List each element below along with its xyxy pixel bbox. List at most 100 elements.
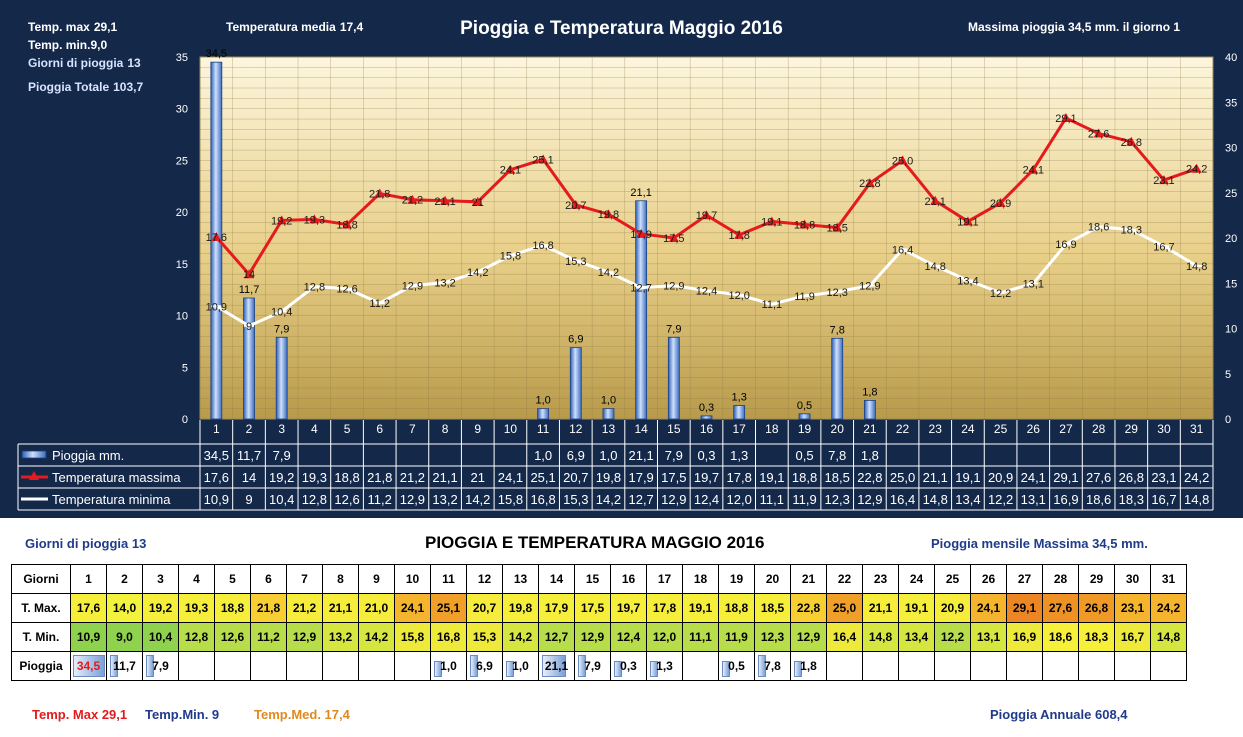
table-value: 17,9 [628, 470, 653, 485]
row-label-tmin: T. Min. [11, 622, 71, 652]
table-value: 12,7 [628, 492, 653, 507]
rain-bar [537, 408, 550, 420]
table-value: 12,3 [825, 492, 850, 507]
day-cell: 20 [754, 564, 791, 594]
temp-media-label: Temperatura media [226, 20, 336, 34]
tmin-cell: 10,4 [142, 622, 179, 652]
rain-cell-value: 7,9 [584, 659, 601, 673]
table-value: 23,1 [1151, 470, 1176, 485]
tmax-cell: 22,8 [790, 593, 827, 623]
rain-cell: 34,5 [70, 651, 107, 681]
tmax-cell: 24,1 [394, 593, 431, 623]
tmin-cell: 16,8 [430, 622, 467, 652]
day-cell: 1 [70, 564, 107, 594]
tmax-marker [930, 195, 941, 205]
tmax-cell: 18,5 [754, 593, 791, 623]
tmax-marker [505, 164, 516, 174]
day-cell: 5 [214, 564, 251, 594]
table-value: 9 [245, 492, 252, 507]
tmin-cell: 12,9 [574, 622, 611, 652]
tmax-marker [1093, 128, 1104, 138]
x-axis-tick: 6 [376, 422, 383, 436]
tmax-cell: 19,1 [898, 593, 935, 623]
x-axis-tick: 5 [344, 422, 351, 436]
left-axis-tick: 20 [176, 207, 188, 219]
tmax-marker [538, 154, 549, 164]
rain-cell-bar [578, 655, 586, 677]
rain-cell: 21,1 [538, 651, 575, 681]
tmin-cell: 12,9 [790, 622, 827, 652]
x-axis-tick: 10 [504, 422, 518, 436]
tmax-marker [766, 216, 777, 226]
rain-bar-label: 7,9 [666, 323, 681, 335]
day-cell: 13 [502, 564, 539, 594]
day-cell: 11 [430, 564, 467, 594]
tmin-point-label: 13,4 [957, 275, 978, 287]
x-axis-tick: 15 [667, 422, 681, 436]
rain-cell-value: 0,5 [728, 659, 745, 673]
tmin-cell: 14,8 [862, 622, 899, 652]
tmax-point-label: 25,1 [532, 154, 553, 166]
rain-cell-value: 7,9 [152, 659, 169, 673]
x-axis-tick: 7 [409, 422, 416, 436]
table-value: 1,3 [730, 448, 748, 463]
rain-cell [1042, 651, 1079, 681]
table-value: 12,6 [334, 492, 359, 507]
left-axis-tick: 35 [176, 52, 188, 64]
x-axis-tick: 22 [896, 422, 910, 436]
day-cell: 9 [358, 564, 395, 594]
x-axis-tick: 27 [1059, 422, 1073, 436]
tmax-cell: 21,2 [286, 593, 323, 623]
tmin-point-label: 14,2 [598, 267, 619, 279]
tmin-point-label: 15,8 [500, 251, 521, 263]
x-axis-tick: 21 [863, 422, 877, 436]
tmax-cell: 26,8 [1078, 593, 1115, 623]
x-axis-tick: 30 [1157, 422, 1171, 436]
table-value: 22,8 [857, 470, 882, 485]
table-value: 12,4 [694, 492, 719, 507]
temp-media-summary: Temperatura media 17,4 [226, 20, 363, 34]
tmax-marker [570, 199, 581, 209]
tmax-point-label: 19,2 [271, 215, 292, 227]
tmax-marker [636, 228, 647, 238]
tmax-cell: 21,1 [322, 593, 359, 623]
tmin-point-label: 18,6 [1088, 222, 1109, 234]
tmin-cell: 12,4 [610, 622, 647, 652]
tmax-cell: 21,0 [358, 593, 395, 623]
table-value: 27,6 [1086, 470, 1111, 485]
rain-bar-label: 1,0 [535, 395, 550, 407]
tmax-point-label: 17,9 [630, 229, 651, 241]
rain-cell-bar [722, 661, 730, 677]
x-axis-tick: 14 [634, 422, 648, 436]
legend-rain-icon [21, 450, 47, 459]
rain-cell-value: 1,0 [512, 659, 529, 673]
x-axis-tick: 18 [765, 422, 779, 436]
rain-bar-label: 21,1 [630, 187, 651, 199]
tmax-point-label: 23,1 [1153, 175, 1174, 187]
rain-cell-bar [758, 655, 766, 677]
table-value: 18,8 [792, 470, 817, 485]
x-axis-tick: 4 [311, 422, 318, 436]
day-cell: 25 [934, 564, 971, 594]
footer-tmed: Temp.Med. 17,4 [254, 707, 350, 722]
table-value: 25,0 [890, 470, 915, 485]
legend-label: Temperatura minima [52, 492, 171, 507]
tmin-cell: 10,9 [70, 622, 107, 652]
tmin-point-label: 14,8 [925, 261, 946, 273]
tmax-marker [472, 196, 483, 206]
rain-cell: 1,3 [646, 651, 683, 681]
tmax-cell: 19,2 [142, 593, 179, 623]
tmax-point-label: 21,1 [434, 196, 455, 208]
tmax-cell: 17,8 [646, 593, 683, 623]
rain-cell: 6,9 [466, 651, 503, 681]
tmax-point-label: 21,1 [925, 196, 946, 208]
rain-cell: 1,0 [502, 651, 539, 681]
day-cell: 15 [574, 564, 611, 594]
tmin-point-label: 11,2 [369, 298, 390, 310]
rain-cell-bar [794, 661, 802, 677]
rain-bar-label: 34,5 [206, 48, 227, 60]
rain-cell [898, 651, 935, 681]
rain-bar [700, 415, 713, 420]
table-value: 14,8 [923, 492, 948, 507]
table-value: 10,4 [269, 492, 294, 507]
